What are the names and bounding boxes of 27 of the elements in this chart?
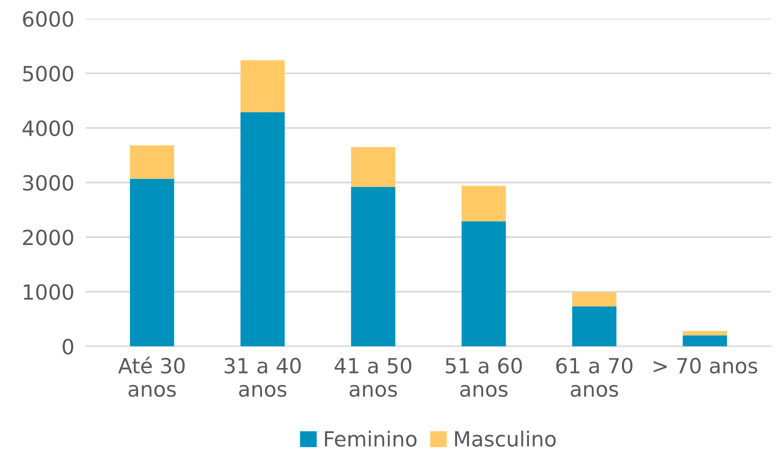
y-tick-label: 5000	[23, 66, 74, 82]
y-tick-label: 1000	[24, 284, 74, 300]
bar	[240, 60, 285, 112]
bar	[351, 186, 396, 346]
bar	[462, 221, 506, 346]
bar	[130, 145, 174, 179]
bar	[130, 178, 174, 346]
bar	[462, 186, 506, 222]
x-tick-label: 41 a 50 anos	[334, 358, 412, 397]
legend-label: Feminino	[325, 430, 417, 447]
x-tick-label: 31 a 40 anos	[224, 358, 301, 397]
y-tick-label: 0	[62, 338, 74, 355]
y-tick-label: 6000	[23, 11, 74, 27]
x-tick-label: 51 a 60 anos	[446, 358, 522, 397]
bar	[682, 331, 727, 336]
bar	[351, 147, 396, 187]
y-tick-label: 4000	[22, 120, 74, 136]
bar	[682, 335, 727, 346]
x-tick-label: > 70 anos	[654, 358, 758, 374]
x-tick-label: Até 30 anos	[118, 356, 185, 397]
y-tick-label: 2000	[23, 230, 74, 246]
y-tick-label: 3000	[23, 174, 74, 191]
bar	[572, 292, 616, 306]
legend-label: Masculino	[455, 430, 556, 447]
x-tick-label: 61 a 70 anos	[556, 358, 632, 397]
bar	[572, 306, 616, 346]
bar	[240, 112, 285, 346]
